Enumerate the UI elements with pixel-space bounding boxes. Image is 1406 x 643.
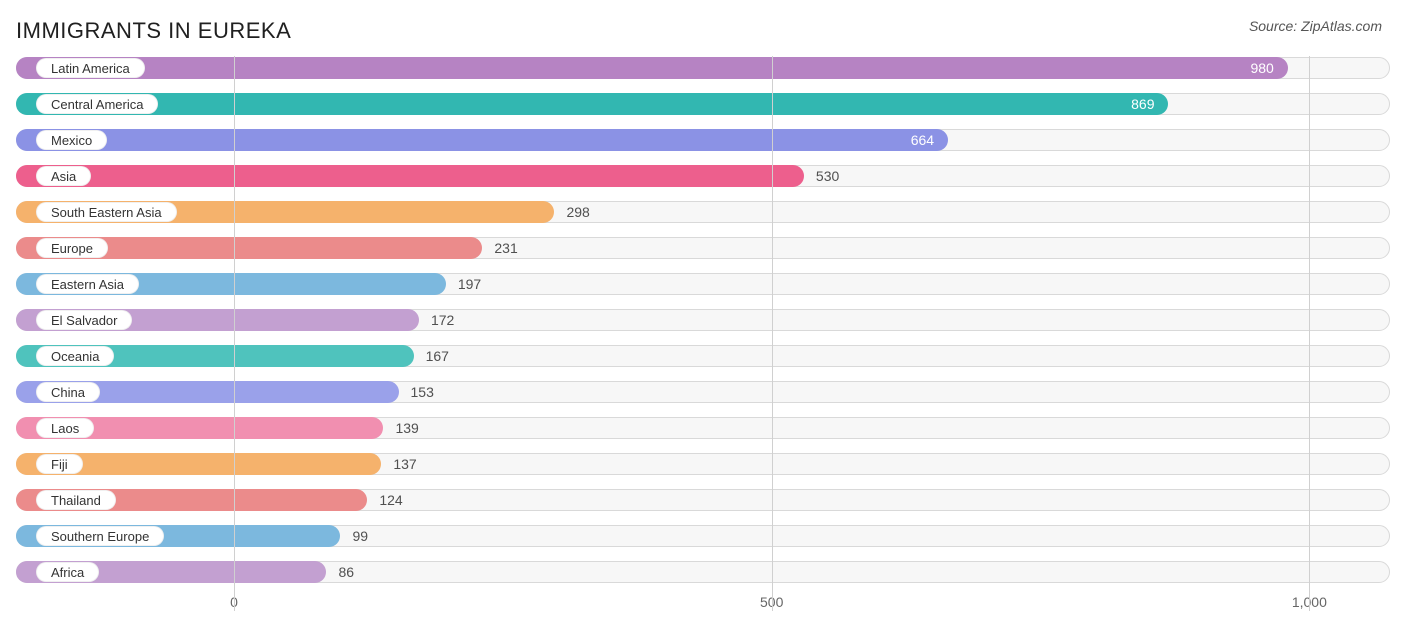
bar-row: South Eastern Asia 298	[16, 198, 1390, 226]
bar-label-pill: Laos	[36, 418, 94, 438]
bar-value: 530	[816, 168, 839, 184]
bar-row: China 153	[16, 378, 1390, 406]
bar-value: 137	[393, 456, 416, 472]
bar-row: Fiji 137	[16, 450, 1390, 478]
bar-row: Mexico 664	[16, 126, 1390, 154]
gridline	[1309, 56, 1310, 611]
bar-value: 197	[458, 276, 481, 292]
bar-label-pill: Mexico	[36, 130, 107, 150]
bar-value: 172	[431, 312, 454, 328]
source-label: Source: ZipAtlas.com	[1249, 18, 1382, 34]
bar-label-pill: South Eastern Asia	[36, 202, 177, 222]
bar-label-pill: Latin America	[36, 58, 145, 78]
bar-row: Eastern Asia 197	[16, 270, 1390, 298]
bar-fill	[16, 93, 1168, 115]
bar-row: Thailand 124	[16, 486, 1390, 514]
bar-value: 298	[566, 204, 589, 220]
bar-label-pill: El Salvador	[36, 310, 132, 330]
bar-fill	[16, 129, 948, 151]
bar-row: Laos 139	[16, 414, 1390, 442]
gridline	[772, 56, 773, 611]
bar-label-pill: China	[36, 382, 100, 402]
bar-fill	[16, 57, 1288, 79]
chart-title: IMMIGRANTS IN EUREKA	[16, 18, 291, 44]
bar-label-pill: Africa	[36, 562, 99, 582]
bar-label-pill: Fiji	[36, 454, 83, 474]
bar-row: Oceania 167	[16, 342, 1390, 370]
bar-row: Latin America 980	[16, 54, 1390, 82]
x-axis: 05001,000	[16, 594, 1390, 618]
bar-value: 99	[352, 528, 368, 544]
bar-fill	[16, 165, 804, 187]
bar-value: 231	[494, 240, 517, 256]
bar-label-pill: Eastern Asia	[36, 274, 139, 294]
bar-chart: Latin America 980 Central America 869 Mexico…	[0, 54, 1406, 618]
bar-value: 124	[379, 492, 402, 508]
bar-label-pill: Europe	[36, 238, 108, 258]
bar-value: 664	[911, 132, 934, 148]
bar-label-pill: Central America	[36, 94, 158, 114]
bar-value: 167	[426, 348, 449, 364]
bar-label-pill: Thailand	[36, 490, 116, 510]
bar-label-pill: Southern Europe	[36, 526, 164, 546]
bar-row: El Salvador 172	[16, 306, 1390, 334]
bar-value: 139	[395, 420, 418, 436]
bar-row: Central America 869	[16, 90, 1390, 118]
bar-value: 86	[338, 564, 354, 580]
bar-row: Europe 231	[16, 234, 1390, 262]
bar-row: Africa 86	[16, 558, 1390, 586]
gridline	[234, 56, 235, 611]
bar-row: Asia 530	[16, 162, 1390, 190]
bar-label-pill: Asia	[36, 166, 91, 186]
bar-value: 153	[411, 384, 434, 400]
bar-value: 980	[1250, 60, 1273, 76]
bar-row: Southern Europe 99	[16, 522, 1390, 550]
header: IMMIGRANTS IN EUREKA Source: ZipAtlas.co…	[0, 0, 1406, 54]
bar-value: 869	[1131, 96, 1154, 112]
bar-label-pill: Oceania	[36, 346, 114, 366]
